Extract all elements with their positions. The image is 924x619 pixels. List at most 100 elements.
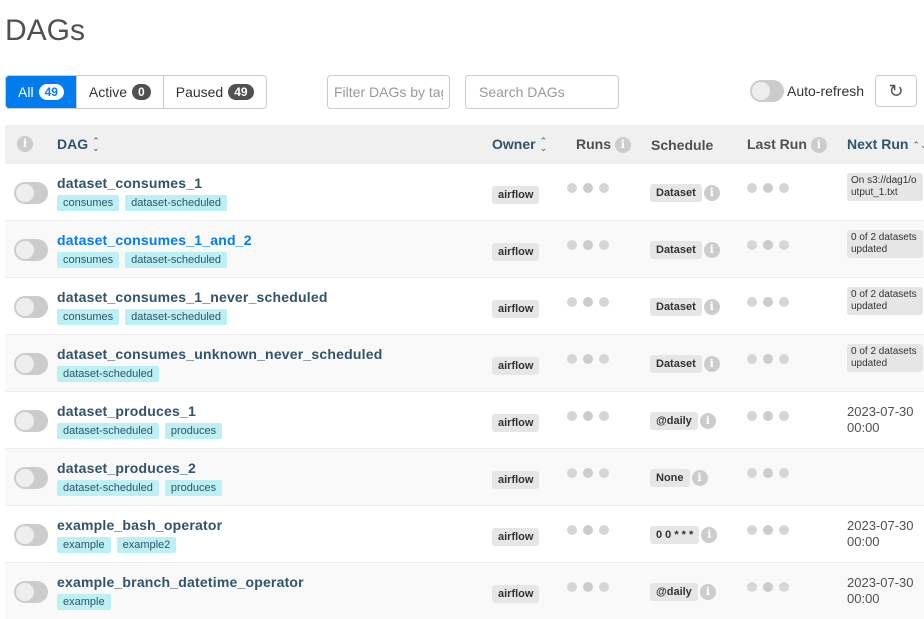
pause-toggle[interactable] <box>14 410 48 432</box>
status-dot[interactable] <box>583 183 593 193</box>
status-dot[interactable] <box>779 411 789 421</box>
owner-badge[interactable]: airflow <box>492 243 540 261</box>
column-next-run[interactable]: Next Run ⌃⌄ <box>847 136 924 152</box>
status-dot[interactable] <box>599 297 609 307</box>
status-dot[interactable] <box>779 297 789 307</box>
next-run-badge[interactable]: 0 of 2 datasets updated <box>847 230 923 258</box>
status-dot[interactable] <box>763 582 773 592</box>
status-dot[interactable] <box>567 354 577 364</box>
tag[interactable]: example <box>57 594 111 610</box>
dag-link[interactable]: example_branch_datetime_operator <box>57 574 304 590</box>
status-dot[interactable] <box>599 183 609 193</box>
tag[interactable]: dataset-scheduled <box>57 480 159 496</box>
status-dot[interactable] <box>567 582 577 592</box>
filter-active-button[interactable]: Active 0 <box>76 76 164 108</box>
info-icon[interactable]: i <box>703 185 720 201</box>
status-dot[interactable] <box>779 582 789 592</box>
owner-badge[interactable]: airflow <box>492 300 540 318</box>
status-dot[interactable] <box>763 468 773 478</box>
status-dot[interactable] <box>779 183 789 193</box>
status-dot[interactable] <box>747 354 757 364</box>
tag[interactable]: produces <box>164 480 223 496</box>
search-input[interactable] <box>465 75 619 109</box>
info-icon[interactable]: i <box>810 137 827 154</box>
status-dot[interactable] <box>599 240 609 250</box>
dag-link[interactable]: dataset_produces_1 <box>57 403 196 419</box>
info-icon[interactable]: i <box>691 470 708 486</box>
status-dot[interactable] <box>599 582 609 592</box>
status-dot[interactable] <box>599 468 609 478</box>
status-dot[interactable] <box>747 183 757 193</box>
next-run-badge[interactable]: 0 of 2 datasets updated <box>847 287 923 315</box>
info-icon[interactable]: i <box>17 136 33 152</box>
status-dot[interactable] <box>599 525 609 535</box>
info-icon[interactable]: i <box>703 356 720 372</box>
owner-badge[interactable]: airflow <box>492 585 540 603</box>
status-dot[interactable] <box>763 297 773 307</box>
owner-badge[interactable]: airflow <box>492 414 540 432</box>
status-dot[interactable] <box>583 240 593 250</box>
status-dot[interactable] <box>747 468 757 478</box>
status-dot[interactable] <box>763 411 773 421</box>
owner-badge[interactable]: airflow <box>492 186 540 204</box>
status-dot[interactable] <box>747 582 757 592</box>
status-dot[interactable] <box>583 468 593 478</box>
owner-badge[interactable]: airflow <box>492 471 540 489</box>
info-icon[interactable]: i <box>703 299 720 315</box>
dag-link[interactable]: example_bash_operator <box>57 517 223 533</box>
status-dot[interactable] <box>779 468 789 478</box>
dag-link[interactable]: dataset_consumes_1_never_scheduled <box>57 289 328 305</box>
tag[interactable]: example <box>57 537 111 553</box>
tag[interactable]: dataset-scheduled <box>57 423 159 439</box>
status-dot[interactable] <box>599 354 609 364</box>
tag[interactable]: consumes <box>57 309 120 325</box>
refresh-button[interactable]: ↻ <box>875 75 917 107</box>
info-icon[interactable]: i <box>701 527 718 543</box>
status-dot[interactable] <box>747 411 757 421</box>
pause-toggle[interactable] <box>14 581 48 603</box>
status-dot[interactable] <box>583 354 593 364</box>
status-dot[interactable] <box>763 354 773 364</box>
status-dot[interactable] <box>763 183 773 193</box>
next-run-badge[interactable]: 0 of 2 datasets updated <box>847 344 923 372</box>
status-dot[interactable] <box>567 525 577 535</box>
tag[interactable]: dataset-scheduled <box>125 309 228 325</box>
status-dot[interactable] <box>567 297 577 307</box>
column-dag[interactable]: DAG ⌃⌄ <box>57 136 100 153</box>
status-dot[interactable] <box>599 411 609 421</box>
filter-paused-button[interactable]: Paused 49 <box>163 76 266 108</box>
info-icon[interactable]: i <box>699 584 716 600</box>
owner-badge[interactable]: airflow <box>492 528 540 546</box>
dag-link[interactable]: dataset_consumes_1 <box>57 175 203 191</box>
info-icon[interactable]: i <box>614 137 631 154</box>
tag[interactable]: consumes <box>57 195 120 211</box>
status-dot[interactable] <box>583 411 593 421</box>
tag[interactable]: dataset-scheduled <box>125 252 228 268</box>
dag-link[interactable]: dataset_consumes_1_and_2 <box>57 232 252 248</box>
pause-toggle[interactable] <box>14 239 48 261</box>
status-dot[interactable] <box>779 354 789 364</box>
tag[interactable]: dataset-scheduled <box>57 366 159 382</box>
owner-badge[interactable]: airflow <box>492 357 540 375</box>
status-dot[interactable] <box>583 582 593 592</box>
pause-toggle[interactable] <box>14 296 48 318</box>
pause-toggle[interactable] <box>14 182 48 204</box>
status-dot[interactable] <box>567 240 577 250</box>
status-dot[interactable] <box>567 183 577 193</box>
auto-refresh-toggle[interactable] <box>750 80 784 102</box>
status-dot[interactable] <box>779 240 789 250</box>
status-dot[interactable] <box>583 525 593 535</box>
filter-all-button[interactable]: All 49 <box>6 76 77 108</box>
tag[interactable]: dataset-scheduled <box>125 195 228 211</box>
info-icon[interactable]: i <box>699 413 716 429</box>
status-dot[interactable] <box>747 525 757 535</box>
info-icon[interactable]: i <box>703 242 720 258</box>
pause-toggle[interactable] <box>14 353 48 375</box>
tag[interactable]: example2 <box>116 537 177 553</box>
tag-filter-input[interactable] <box>327 75 450 109</box>
status-dot[interactable] <box>567 468 577 478</box>
pause-toggle[interactable] <box>14 467 48 489</box>
status-dot[interactable] <box>763 240 773 250</box>
next-run-badge[interactable]: On s3://dag1/output_1.txt <box>847 173 923 201</box>
column-owner[interactable]: Owner ⌃⌄ <box>492 136 548 153</box>
